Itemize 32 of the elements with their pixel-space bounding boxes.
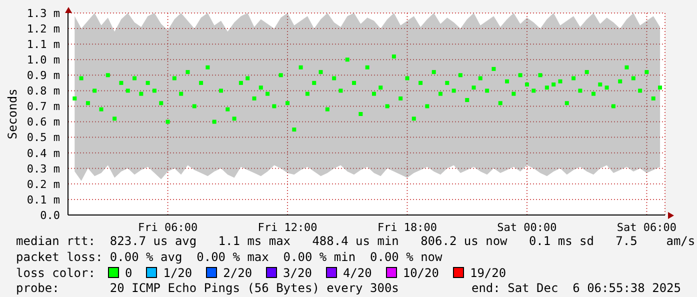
y-axis-title: Seconds — [5, 88, 20, 140]
text: 4/20 — [342, 266, 372, 280]
y-tick-label: 1.3 m — [26, 6, 60, 20]
x-tick-label: Fri 06:00 — [138, 220, 198, 234]
y-tick-label: 0.7 m — [26, 100, 60, 114]
x-tick-label: Fri 12:00 — [258, 220, 318, 234]
y-tick-label: 0.0 — [40, 208, 60, 222]
text: packet loss: 0.00 % avg 0.00 % max 0.00 % min 0.00 % now — [16, 250, 444, 265]
text: 19/20 — [470, 266, 506, 280]
text: 3/20 — [283, 266, 312, 280]
x-tick-label: Fri 18:00 — [377, 220, 438, 234]
y-tick-label: 0.1 m — [26, 193, 60, 206]
y-tick-label: 1.2 m — [26, 22, 60, 36]
y-tick-label: 0.9 m — [26, 69, 60, 82]
text: probe: 20 ICMP Echo Pings (56 Bytes) every 300s — [16, 280, 399, 296]
y-tick-label: 1.1 m — [26, 38, 60, 51]
text: 0 — [125, 266, 132, 280]
y-tick-label: 0.2 m — [26, 178, 60, 191]
y-tick-label: 1.0 m — [26, 54, 60, 67]
text: 2/20 — [223, 266, 252, 280]
text: median rtt: 823.7 us avg 1.1 ms max 488.4 us min 806.2 us now 0.1 ms sd 7.5 am/s — [16, 234, 696, 250]
text: 1/20 — [163, 266, 192, 280]
y-tick-label: 0.4 m — [26, 146, 60, 160]
y-tick-label: 0.3 m — [26, 162, 60, 176]
x-tick-label: Sat 06:00 — [616, 220, 677, 234]
y-tick-label: 0.8 m — [26, 84, 60, 98]
x-tick-label: Sat 00:00 — [497, 220, 557, 234]
text: loss color: — [16, 266, 96, 280]
y-tick-label: 0.5 m — [26, 131, 60, 144]
text: 10/20 — [402, 266, 439, 280]
text: end: Sat Dec 6 06:55:38 2025 — [471, 280, 681, 296]
y-tick-label: 0.6 m — [26, 116, 60, 129]
